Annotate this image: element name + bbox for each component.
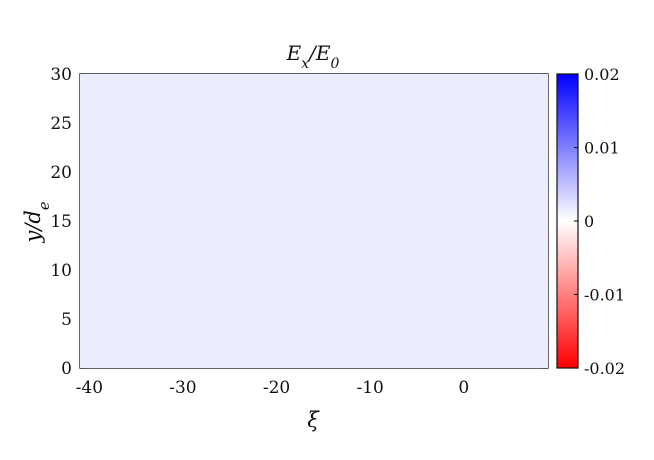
y-tick-label: 0 bbox=[61, 359, 72, 379]
y-axis-label: y/de​ bbox=[21, 201, 53, 243]
y-tick-label: 5 bbox=[61, 310, 72, 330]
y-tick-label: 25 bbox=[50, 114, 72, 134]
x-tick-label: -30 bbox=[169, 378, 196, 398]
x-tick-label: -20 bbox=[263, 378, 290, 398]
x-tick-label: 0 bbox=[458, 378, 469, 398]
colorbar-tick-label: 0.02 bbox=[584, 65, 620, 84]
y-tick-label: 10 bbox=[50, 261, 72, 281]
chart-title: Ex​/E0​ bbox=[286, 41, 340, 72]
colorbar-axis: -0.02 -0.01 0 0.01 0.02 bbox=[574, 65, 625, 378]
x-tick-label: -40 bbox=[76, 378, 103, 398]
plot-background bbox=[80, 74, 548, 368]
y-tick-label: 20 bbox=[50, 163, 72, 183]
y-tick-label: 30 bbox=[50, 65, 72, 85]
x-tick-label: -10 bbox=[356, 378, 383, 398]
y-tick-label: 15 bbox=[50, 212, 72, 232]
axes: -40 -30 -20 -10 0 0 5 10 15 20 25 30 bbox=[50, 65, 549, 398]
colorbar-tick-label: -0.02 bbox=[584, 359, 625, 378]
colorbar-tick-label: 0.01 bbox=[584, 139, 620, 158]
colorbar-tick-label: 0 bbox=[584, 212, 594, 231]
x-axis-label: ξ bbox=[307, 408, 320, 432]
colorbar-tick-label: -0.01 bbox=[584, 286, 625, 305]
